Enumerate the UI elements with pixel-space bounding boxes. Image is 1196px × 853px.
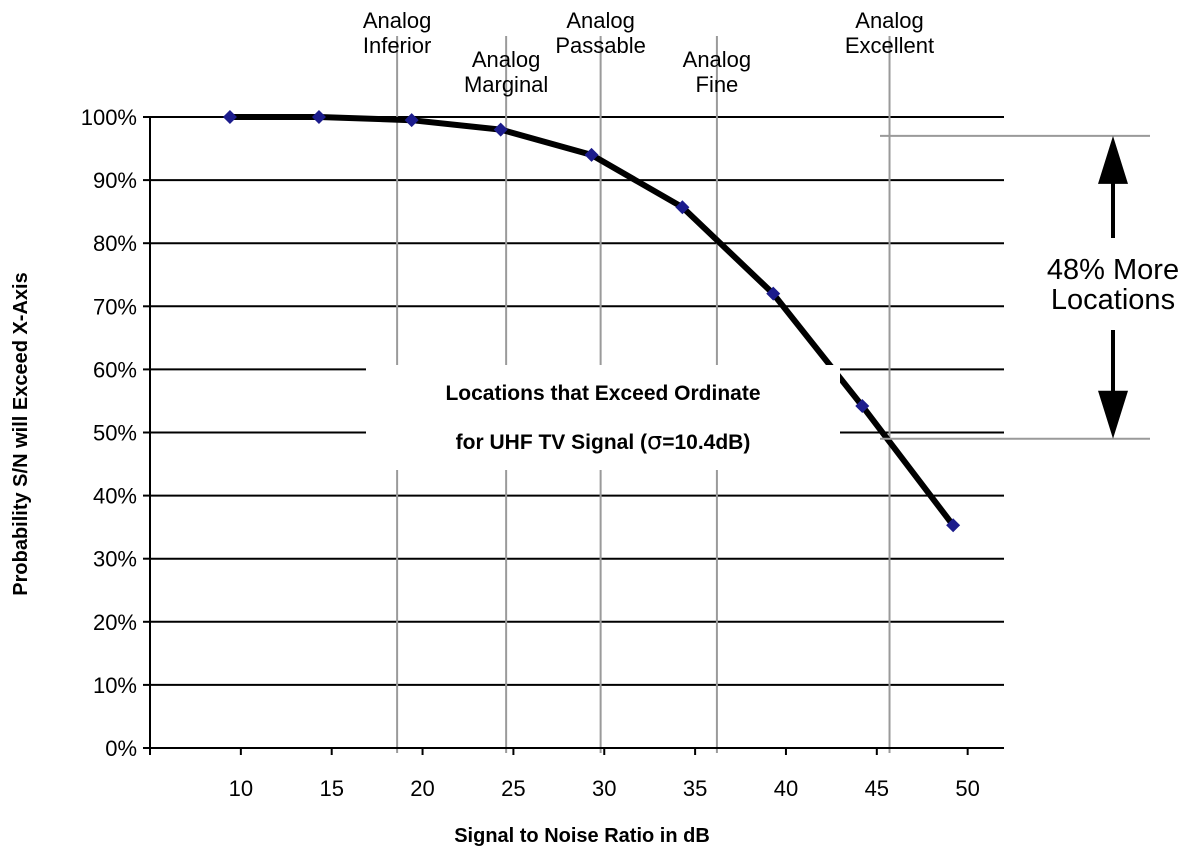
x-tick-label-2: 20 — [410, 776, 434, 801]
category-label-4-line-1: Excellent — [845, 33, 934, 58]
y-tick-label-5: 50% — [93, 421, 137, 446]
category-label-3-line-0: Analog — [683, 47, 752, 72]
y-tick-label-1: 10% — [93, 673, 137, 698]
y-tick-label-3: 30% — [93, 547, 137, 572]
x-tick-label-6: 40 — [774, 776, 798, 801]
arrow-down-head — [1098, 390, 1128, 439]
y-tick-label-8: 80% — [93, 231, 137, 256]
category-label-4-line-0: Analog — [855, 8, 924, 33]
y-tick-label-6: 60% — [93, 357, 137, 382]
category-label-1: Analog Marginal — [464, 47, 548, 97]
y-tick-label-7: 70% — [93, 294, 137, 319]
sigma-symbol: σ — [647, 427, 662, 455]
annotation-line-1: Locations that Exceed Ordinate — [445, 382, 760, 405]
data-point-3 — [493, 122, 508, 137]
x-tick-label-1: 15 — [319, 776, 343, 801]
category-label-0-line-0: Analog — [363, 8, 432, 33]
annotation-box: Locations that Exceed Ordinate for UHF T… — [366, 365, 840, 470]
category-label-1-line-0: Analog — [472, 47, 541, 72]
y-axis-label: Probability S/N will Exceed X-Axis — [10, 272, 32, 595]
bracket-label-0: 48% More — [1047, 254, 1179, 286]
x-tick-label-7: 45 — [865, 776, 889, 801]
category-label-2: Analog Passable — [555, 8, 646, 58]
y-tick-label-4: 40% — [93, 484, 137, 509]
tick-labels: 0% 10% 20% 30% 40% 50% 60% 70% 80% 90% 100% 10 15 20 2… — [81, 105, 980, 801]
category-label-0-line-1: Inferior — [363, 33, 431, 58]
data-point-7 — [855, 398, 870, 413]
annotation-line-2-suffix: =10.4dB) — [662, 431, 750, 454]
x-tick-label-0: 10 — [229, 776, 253, 801]
annotation-box-background — [366, 365, 840, 470]
x-tick-label-4: 30 — [592, 776, 616, 801]
annotation-line-2: for UHF TV Signal (σ=10.4dB) — [456, 427, 751, 455]
annotation-line-2-prefix: for UHF TV Signal ( — [456, 431, 647, 454]
data-point-0 — [222, 110, 237, 124]
y-tick-label-0: 0% — [105, 736, 137, 761]
data-point-8 — [946, 518, 961, 533]
x-tick-label-3: 25 — [501, 776, 525, 801]
category-label-2-line-0: Analog — [566, 8, 635, 33]
category-label-0: Analog Inferior — [363, 8, 432, 58]
category-label-4: Analog Excellent — [845, 8, 934, 58]
arrow-up-head — [1098, 135, 1128, 184]
x-tick-label-5: 35 — [683, 776, 707, 801]
category-label-3-line-1: Fine — [696, 72, 739, 97]
data-point-5 — [675, 200, 690, 215]
x-tick-label-8: 50 — [955, 776, 979, 801]
category-label-3: Analog Fine — [683, 47, 752, 97]
y-tick-label-2: 20% — [93, 610, 137, 635]
data-point-6 — [766, 286, 781, 301]
y-tick-label-9: 90% — [93, 168, 137, 193]
x-axis-label: Signal to Noise Ratio in dB — [454, 825, 710, 847]
bracket-label-1: Locations — [1051, 284, 1175, 316]
data-point-1 — [311, 110, 326, 124]
y-tick-label-10: 100% — [81, 105, 137, 130]
data-point-4 — [584, 147, 599, 162]
data-point-2 — [404, 113, 419, 128]
category-label-1-line-1: Marginal — [464, 72, 548, 97]
category-label-2-line-1: Passable — [555, 33, 646, 58]
